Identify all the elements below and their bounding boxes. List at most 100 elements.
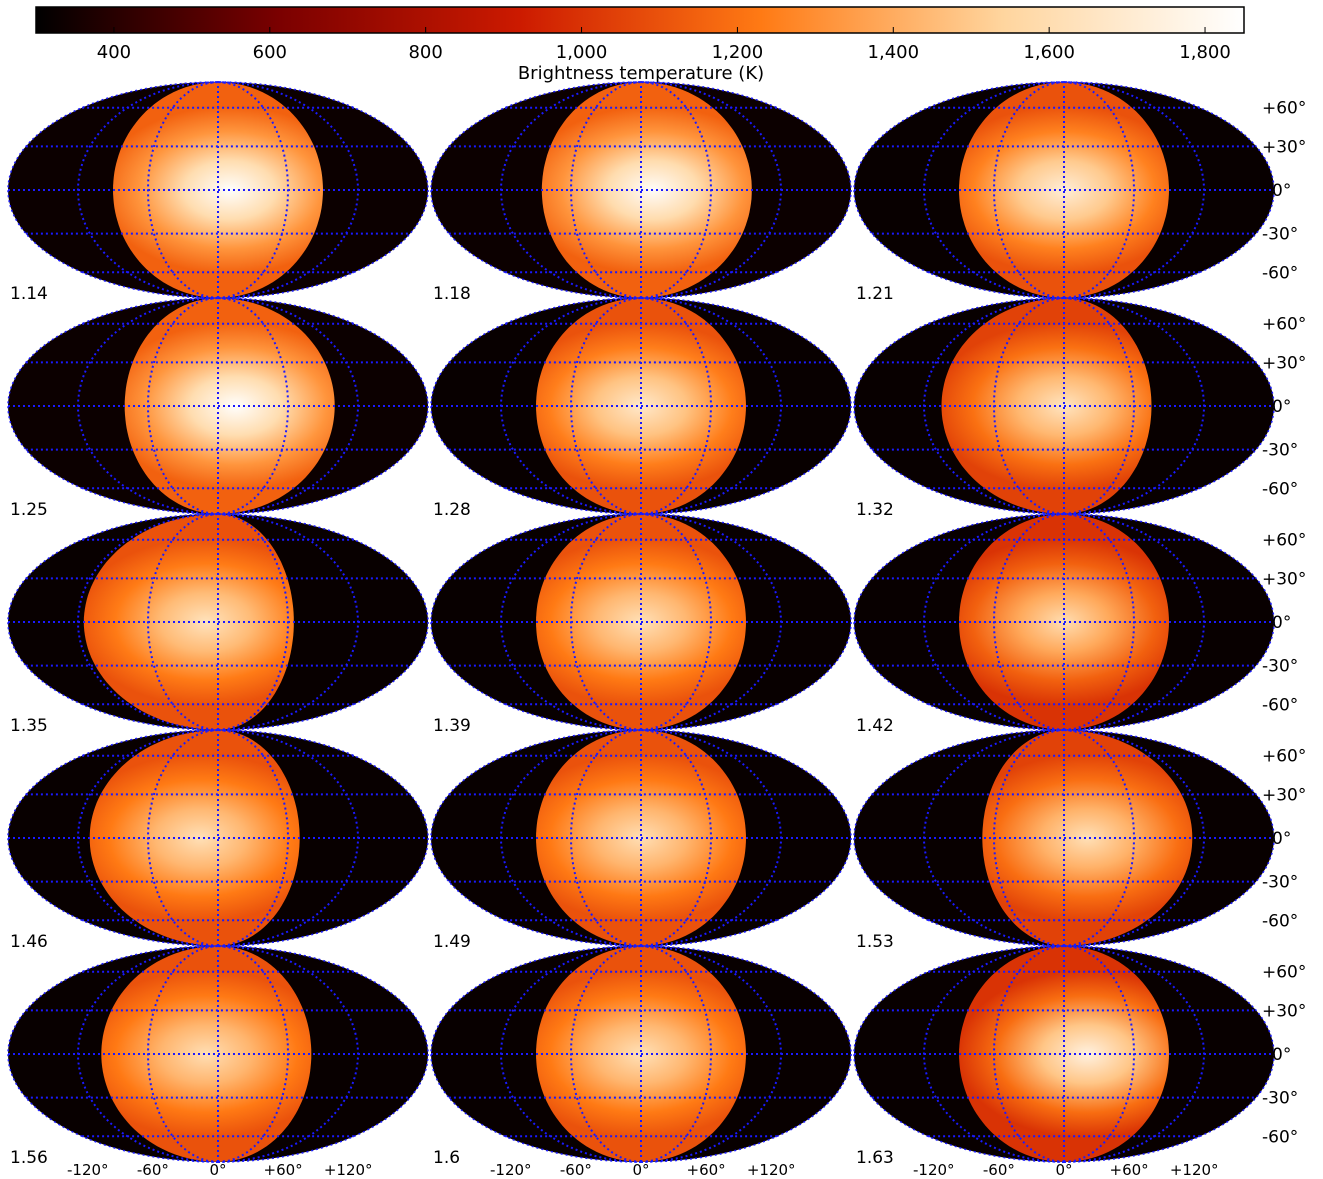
latitude-label: +60° xyxy=(1262,747,1306,767)
longitude-label: +60° xyxy=(1110,1161,1149,1179)
panel-label: 1.46 xyxy=(10,932,48,952)
latitude-label: 0° xyxy=(1272,1045,1291,1065)
meridian-line xyxy=(217,513,290,731)
latitude-label: -30° xyxy=(1262,873,1298,893)
meridian-line xyxy=(640,729,713,947)
panels: 1.14 1.18 1.21 1.25 1.28 1.32 1.35 1.39 1.42 1.46… xyxy=(7,81,1275,1168)
meridian-line xyxy=(1063,297,1136,515)
colorbar-tick-label: 1,000 xyxy=(556,42,608,63)
meridian-line xyxy=(922,297,1065,515)
colorbar: 400 600 800 1,000 1,200 1,400 1,600 1,800 Bright… xyxy=(35,6,1245,84)
meridian-line xyxy=(1063,81,1206,299)
map-panel: 1.35 xyxy=(7,513,429,736)
colorbar-tick-label: 1,800 xyxy=(1179,42,1231,63)
map-panel: 1.25 xyxy=(7,297,429,520)
meridian-line xyxy=(992,81,1065,299)
meridian-line xyxy=(640,513,713,731)
meridian-line xyxy=(1063,945,1206,1163)
meridian-line xyxy=(922,513,1065,731)
colorbar-label: Brightness temperature (K) xyxy=(518,63,764,84)
panel-label: 1.63 xyxy=(856,1148,894,1168)
latitude-label: -30° xyxy=(1262,657,1298,677)
colorbar-tick-label: 400 xyxy=(97,42,131,63)
meridian-line xyxy=(217,81,290,299)
meridian-line xyxy=(640,729,783,947)
meridian-line xyxy=(499,297,642,515)
meridian-line xyxy=(1063,729,1206,947)
longitude-label: +120° xyxy=(747,1161,796,1179)
meridian-line xyxy=(922,945,1065,1163)
meridian-line xyxy=(146,513,219,731)
meridian-line xyxy=(569,513,642,731)
latitude-label: 0° xyxy=(1272,829,1291,849)
meridian-line xyxy=(640,945,783,1163)
meridian-line xyxy=(992,297,1065,515)
meridian-line xyxy=(1063,513,1136,731)
meridian-line xyxy=(76,81,219,299)
longitude-label: +60° xyxy=(687,1161,726,1179)
meridian-line xyxy=(1063,945,1136,1163)
latitude-label: 0° xyxy=(1272,181,1291,201)
latitude-label: -60° xyxy=(1262,911,1298,931)
latitude-label: 0° xyxy=(1272,613,1291,633)
latitude-label: -60° xyxy=(1262,479,1298,499)
meridian-line xyxy=(76,297,219,515)
longitude-label: -120° xyxy=(913,1161,955,1179)
longitude-label: 0° xyxy=(209,1161,226,1179)
longitude-labels: -120° -60° 0° +60° +120° -120° -60° 0° +60° +120°… xyxy=(67,1161,1219,1179)
latitude-label: +30° xyxy=(1262,353,1306,373)
colorbar-tick-label: 1,400 xyxy=(868,42,920,63)
map-panel: 1.32 xyxy=(853,297,1275,520)
latitude-label: -60° xyxy=(1262,263,1298,283)
panel-label: 1.35 xyxy=(10,716,48,736)
meridian-line xyxy=(146,81,219,299)
longitude-label: 0° xyxy=(632,1161,649,1179)
map-panel: 1.46 xyxy=(7,729,429,952)
meridian-line xyxy=(499,729,642,947)
latitude-label: +30° xyxy=(1262,785,1306,805)
map-panel: 1.42 xyxy=(853,513,1275,736)
map-panel: 1.14 xyxy=(7,81,429,304)
panel-label: 1.42 xyxy=(856,716,894,736)
map-panel: 1.28 xyxy=(430,297,852,520)
map-panel: 1.21 xyxy=(853,81,1275,304)
latitude-label: -30° xyxy=(1262,441,1298,461)
latitude-label: +60° xyxy=(1262,531,1306,551)
panel-label: 1.21 xyxy=(856,284,894,304)
meridian-line xyxy=(499,513,642,731)
meridian-line xyxy=(217,513,360,731)
latitude-label: +30° xyxy=(1262,1001,1306,1021)
map-panel: 1.63 xyxy=(853,945,1275,1168)
day-side xyxy=(982,730,1193,946)
meridian-line xyxy=(1063,729,1136,947)
meridian-line xyxy=(640,945,713,1163)
map-panel: 1.53 xyxy=(853,729,1275,952)
meridian-line xyxy=(217,945,290,1163)
meridian-line xyxy=(992,513,1065,731)
map-boundary xyxy=(430,945,852,1163)
meridian-line xyxy=(146,297,219,515)
latitude-label: -30° xyxy=(1262,225,1298,245)
panel-label: 1.6 xyxy=(433,1148,460,1168)
latitude-labels: +60° +30° 0° -30° -60° +60° +30° 0° -30° -60° +60°… xyxy=(1262,99,1306,1148)
latitude-label: -30° xyxy=(1262,1089,1298,1109)
latitude-label: +30° xyxy=(1262,569,1306,589)
meridian-line xyxy=(146,945,219,1163)
meridian-line xyxy=(217,729,290,947)
meridian-line xyxy=(922,729,1065,947)
meridian-line xyxy=(640,81,783,299)
meridian-line xyxy=(76,945,219,1163)
panel-label: 1.53 xyxy=(856,932,894,952)
meridian-line xyxy=(569,945,642,1163)
meridian-line xyxy=(569,297,642,515)
meridian-line xyxy=(1063,81,1136,299)
latitude-label: -60° xyxy=(1262,1127,1298,1147)
panel-label: 1.49 xyxy=(433,932,471,952)
meridian-line xyxy=(217,945,360,1163)
longitude-label: -60° xyxy=(560,1161,592,1179)
meridian-line xyxy=(640,81,713,299)
latitude-label: 0° xyxy=(1272,397,1291,417)
meridian-line xyxy=(499,81,642,299)
meridian-line xyxy=(1063,513,1206,731)
